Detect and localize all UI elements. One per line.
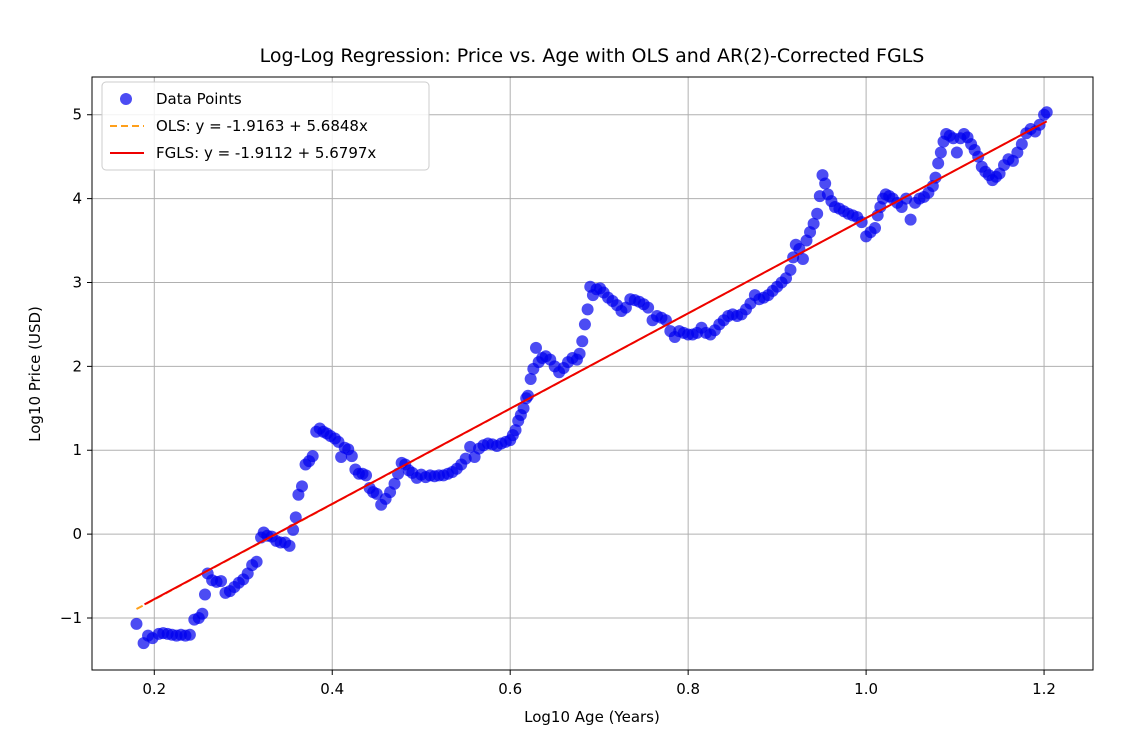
- data-point: [524, 372, 537, 385]
- x-tick-label: 0.8: [676, 680, 700, 698]
- data-point: [517, 402, 530, 415]
- data-point: [578, 318, 591, 331]
- y-tick-label: 3: [72, 273, 82, 291]
- data-point: [370, 487, 383, 500]
- data-point: [183, 628, 196, 641]
- data-point: [581, 303, 594, 316]
- x-tick-label: 1.2: [1032, 680, 1056, 698]
- data-point: [464, 440, 477, 453]
- legend-marker-data-points: [120, 93, 132, 105]
- legend-label-data-points: Data Points: [156, 90, 242, 108]
- data-point: [1015, 138, 1028, 151]
- data-point: [796, 253, 809, 266]
- data-point: [819, 177, 832, 190]
- data-point: [521, 389, 534, 402]
- legend: Data Points OLS: y = -1.9163 + 5.6848x F…: [101, 81, 430, 171]
- tick-layer: 0.2 0.4 0.6 0.8 1.0 1.2 −1 0 1 2 3 4 5: [60, 106, 1056, 698]
- data-point: [811, 207, 824, 220]
- plot-area-frame: [91, 76, 1094, 671]
- data-point: [576, 335, 589, 348]
- data-point: [950, 146, 963, 159]
- y-tick-label: 4: [72, 190, 82, 208]
- data-point: [784, 263, 797, 276]
- data-point: [869, 221, 882, 234]
- data-point: [807, 217, 820, 230]
- line-layer: [136, 120, 1048, 610]
- x-axis-label: Log10 Age (Years): [524, 708, 660, 726]
- legend-label-fgls: FGLS: y = -1.9112 + 5.6797x: [156, 144, 376, 162]
- data-point: [642, 301, 655, 314]
- data-point: [196, 607, 209, 620]
- data-point: [199, 588, 212, 601]
- x-tick-label: 0.4: [320, 680, 344, 698]
- y-tick-label: −1: [60, 609, 82, 627]
- data-point: [130, 617, 143, 630]
- grid-layer: [92, 77, 1093, 670]
- data-point: [934, 146, 947, 159]
- data-point: [459, 452, 472, 465]
- data-point: [345, 450, 358, 463]
- data-point: [1040, 106, 1053, 119]
- chart-title: Log-Log Regression: Price vs. Age with O…: [260, 45, 925, 67]
- legend-box: [101, 81, 430, 171]
- data-point: [932, 157, 945, 170]
- data-point: [573, 347, 586, 360]
- data-point: [529, 341, 542, 354]
- y-tick-label: 5: [72, 106, 82, 124]
- y-tick-label: 1: [72, 441, 82, 459]
- scatter-layer: [130, 106, 1053, 650]
- x-tick-label: 1.0: [854, 680, 878, 698]
- data-point: [215, 575, 228, 588]
- data-point: [289, 511, 302, 524]
- x-tick-label: 0.6: [498, 680, 522, 698]
- data-point: [335, 450, 348, 463]
- data-point: [904, 213, 917, 226]
- data-point: [509, 424, 522, 437]
- data-point: [929, 171, 942, 184]
- y-tick-label: 0: [72, 525, 82, 543]
- fgls-regression-line: [144, 120, 1048, 606]
- data-point: [250, 555, 263, 568]
- legend-label-ols: OLS: y = -1.9163 + 5.6848x: [156, 117, 368, 135]
- y-axis-label: Log10 Price (USD): [26, 306, 44, 442]
- data-point: [388, 477, 401, 490]
- y-tick-label: 2: [72, 357, 82, 375]
- data-point: [306, 450, 319, 463]
- data-point: [283, 539, 296, 552]
- data-point: [360, 469, 373, 482]
- x-tick-label: 0.2: [142, 680, 166, 698]
- data-point: [295, 480, 308, 493]
